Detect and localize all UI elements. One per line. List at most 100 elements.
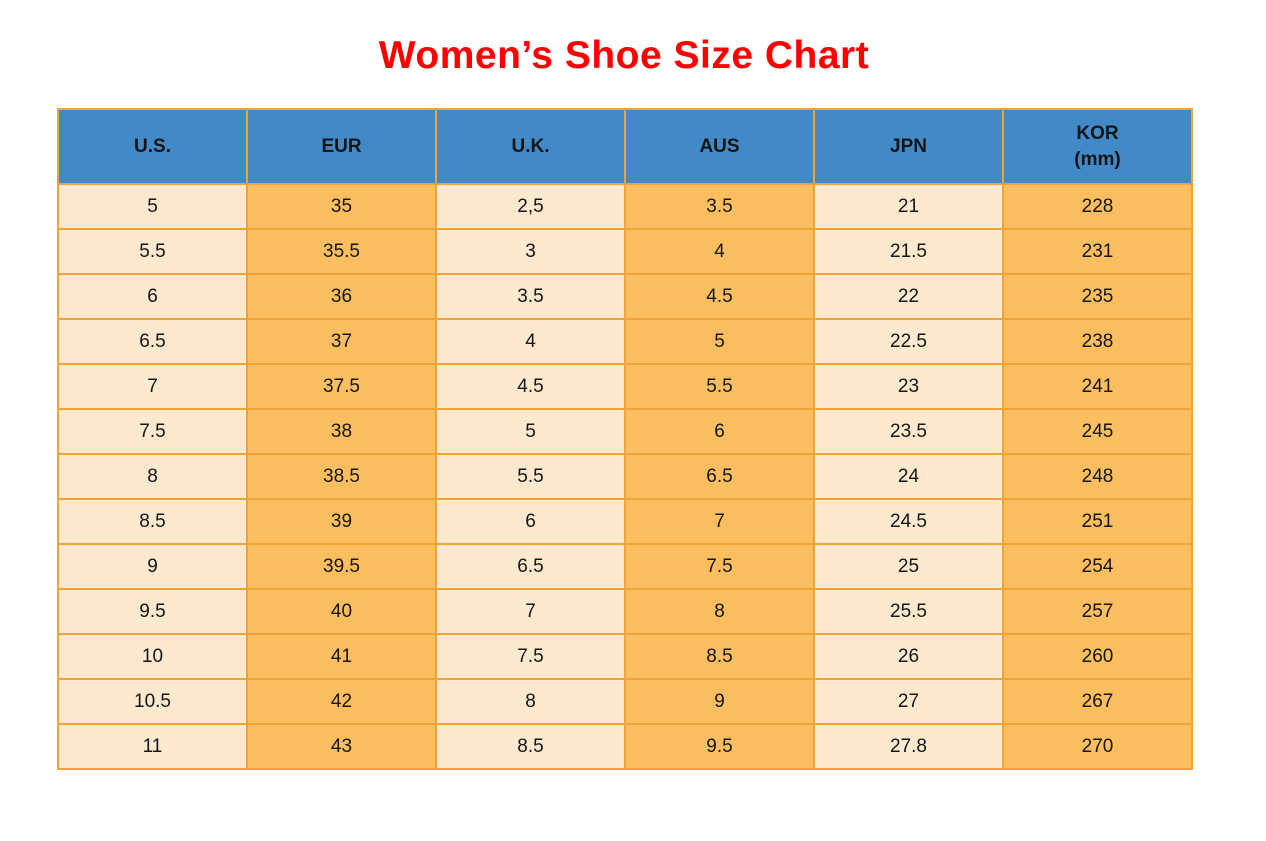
table-row: 7.5 38 5 6 23.5 245 (57, 408, 1193, 455)
table-cell: 7.5 (624, 543, 815, 590)
table-cell: 37.5 (246, 363, 437, 410)
column-header: KOR (mm) (1002, 108, 1193, 185)
table-cell: 9.5 (57, 588, 248, 635)
table-cell: 241 (1002, 363, 1193, 410)
column-header: EUR (246, 108, 437, 185)
table-cell: 9 (624, 678, 815, 725)
table-cell: 6 (57, 273, 248, 320)
table-cell: 4.5 (624, 273, 815, 320)
table-cell: 238 (1002, 318, 1193, 365)
table-cell: 5 (57, 183, 248, 230)
table-cell: 39.5 (246, 543, 437, 590)
table-cell: 254 (1002, 543, 1193, 590)
table-cell: 4 (624, 228, 815, 275)
table-cell: 40 (246, 588, 437, 635)
table-cell: 228 (1002, 183, 1193, 230)
table-cell: 21 (813, 183, 1004, 230)
table-cell: 4 (435, 318, 626, 365)
table-cell: 248 (1002, 453, 1193, 500)
table-row: 9 39.5 6.5 7.5 25 254 (57, 543, 1193, 590)
table-cell: 10 (57, 633, 248, 680)
column-header: AUS (624, 108, 815, 185)
table-cell: 9.5 (624, 723, 815, 770)
table-cell: 22 (813, 273, 1004, 320)
table-cell: 5.5 (435, 453, 626, 500)
table-cell: 8.5 (57, 498, 248, 545)
table-cell: 8.5 (435, 723, 626, 770)
table-cell: 7.5 (435, 633, 626, 680)
table-cell: 43 (246, 723, 437, 770)
table-cell: 6.5 (57, 318, 248, 365)
table-cell: 8 (57, 453, 248, 500)
table-cell: 5 (624, 318, 815, 365)
table-cell: 7 (624, 498, 815, 545)
table-cell: 42 (246, 678, 437, 725)
table-cell: 7 (435, 588, 626, 635)
table-cell: 8.5 (624, 633, 815, 680)
table-cell: 6 (435, 498, 626, 545)
table-cell: 23.5 (813, 408, 1004, 455)
table-cell: 21.5 (813, 228, 1004, 275)
table-cell: 22.5 (813, 318, 1004, 365)
column-header: JPN (813, 108, 1004, 185)
table-cell: 38.5 (246, 453, 437, 500)
table-cell: 9 (57, 543, 248, 590)
column-header: U.S. (57, 108, 248, 185)
table-cell: 27 (813, 678, 1004, 725)
table-cell: 260 (1002, 633, 1193, 680)
shoe-size-table: U.S. EUR U.K. AUS JPN KOR (mm) 5 35 2,5 3.5 21 228… (57, 108, 1193, 770)
table-cell: 3.5 (435, 273, 626, 320)
table-cell: 7 (57, 363, 248, 410)
table-cell: 2,5 (435, 183, 626, 230)
table-row: 11 43 8.5 9.5 27.8 270 (57, 723, 1193, 770)
table-cell: 6.5 (435, 543, 626, 590)
table-cell: 27.8 (813, 723, 1004, 770)
table-cell: 24 (813, 453, 1004, 500)
table-cell: 25.5 (813, 588, 1004, 635)
table-cell: 23 (813, 363, 1004, 410)
table-cell: 251 (1002, 498, 1193, 545)
table-cell: 5 (435, 408, 626, 455)
table-cell: 3 (435, 228, 626, 275)
table-cell: 35.5 (246, 228, 437, 275)
table-row: 10.5 42 8 9 27 267 (57, 678, 1193, 725)
table-body: 5 35 2,5 3.5 21 228 5.5 35.5 3 4 21.5 231 6 36 3.5 4.5 2… (57, 183, 1193, 770)
table-row: 9.5 40 7 8 25.5 257 (57, 588, 1193, 635)
column-header: U.K. (435, 108, 626, 185)
table-cell: 270 (1002, 723, 1193, 770)
table-cell: 26 (813, 633, 1004, 680)
table-row: 6.5 37 4 5 22.5 238 (57, 318, 1193, 365)
table-row: 7 37.5 4.5 5.5 23 241 (57, 363, 1193, 410)
table-cell: 6 (624, 408, 815, 455)
table-cell: 257 (1002, 588, 1193, 635)
table-cell: 5.5 (624, 363, 815, 410)
table-row: 5.5 35.5 3 4 21.5 231 (57, 228, 1193, 275)
table-cell: 35 (246, 183, 437, 230)
table-row: 5 35 2,5 3.5 21 228 (57, 183, 1193, 230)
table-header-row: U.S. EUR U.K. AUS JPN KOR (mm) (57, 108, 1193, 185)
page-title: Women’s Shoe Size Chart (378, 34, 870, 77)
table-row: 6 36 3.5 4.5 22 235 (57, 273, 1193, 320)
table-cell: 245 (1002, 408, 1193, 455)
table-cell: 11 (57, 723, 248, 770)
table-cell: 231 (1002, 228, 1193, 275)
table-cell: 25 (813, 543, 1004, 590)
table-cell: 7.5 (57, 408, 248, 455)
table-cell: 10.5 (57, 678, 248, 725)
table-cell: 4.5 (435, 363, 626, 410)
table-row: 8 38.5 5.5 6.5 24 248 (57, 453, 1193, 500)
table-cell: 8 (435, 678, 626, 725)
table-cell: 24.5 (813, 498, 1004, 545)
table-cell: 235 (1002, 273, 1193, 320)
table-cell: 38 (246, 408, 437, 455)
table-cell: 8 (624, 588, 815, 635)
table-row: 8.5 39 6 7 24.5 251 (57, 498, 1193, 545)
table-cell: 39 (246, 498, 437, 545)
table-cell: 6.5 (624, 453, 815, 500)
table-cell: 41 (246, 633, 437, 680)
table-cell: 267 (1002, 678, 1193, 725)
table-cell: 36 (246, 273, 437, 320)
table-cell: 37 (246, 318, 437, 365)
table-header: U.S. EUR U.K. AUS JPN KOR (mm) (57, 108, 1193, 185)
